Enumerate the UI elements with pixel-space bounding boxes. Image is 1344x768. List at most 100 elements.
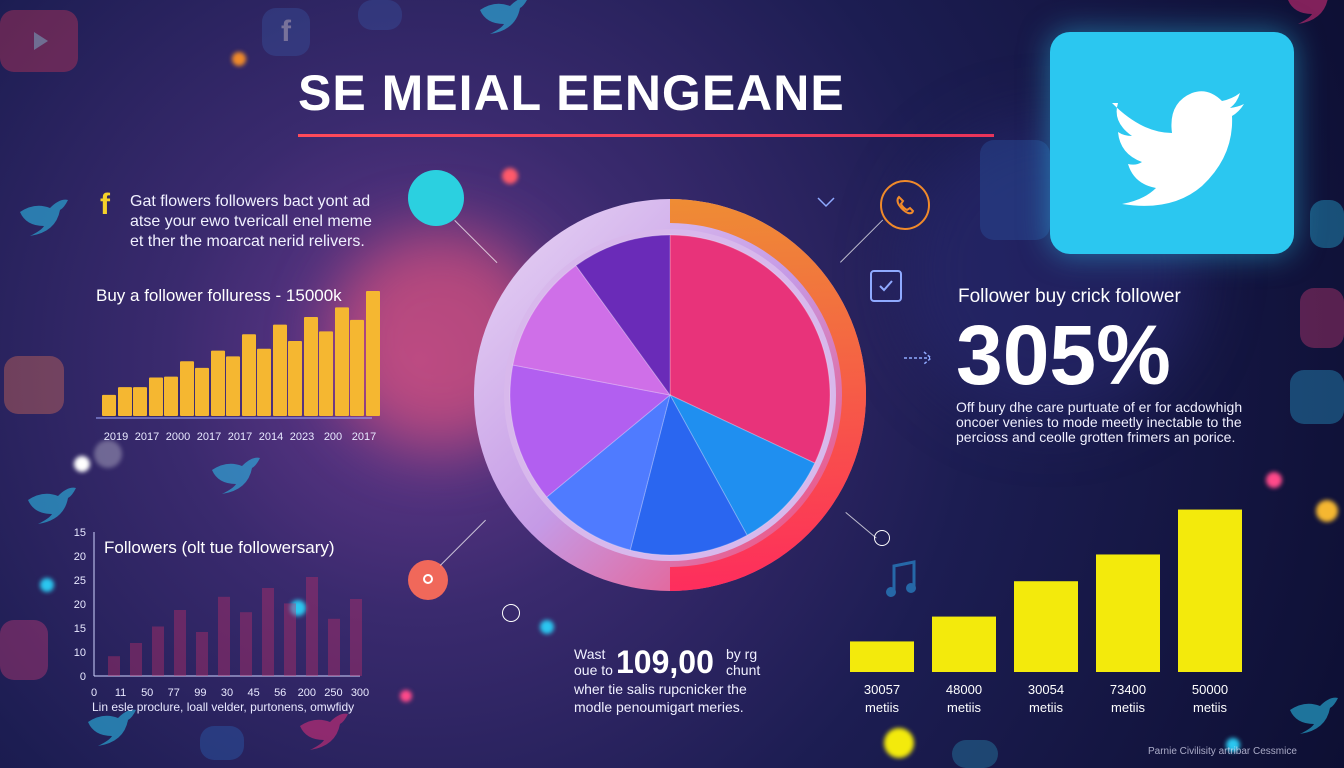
title-underline xyxy=(298,134,994,137)
pie-slice xyxy=(546,393,671,551)
y-tick-label: 10 xyxy=(74,647,86,659)
bar xyxy=(226,356,240,416)
fb-paragraph: Gat flowers followers bact yont ad atse … xyxy=(130,192,372,252)
phone-icon[interactable] xyxy=(880,180,930,230)
fb-paragraph-line: et ther the moarcat nerid relivers. xyxy=(130,233,365,250)
x-tick-label: 77 xyxy=(168,687,180,699)
x-tick-unit: metiis xyxy=(865,700,899,715)
faded-bar xyxy=(350,599,362,676)
x-tick-label: 48000 xyxy=(946,682,982,697)
faded-bar xyxy=(196,632,208,676)
x-tick-unit: metiis xyxy=(1193,700,1227,715)
faded-bar xyxy=(218,596,230,676)
x-tick-label: 2014 xyxy=(259,431,283,443)
bar xyxy=(1178,509,1242,672)
y-tick-label: 15 xyxy=(74,527,86,539)
x-tick-label: 30054 xyxy=(1028,682,1064,697)
bar xyxy=(133,387,147,416)
center-caption-line: modle penoumigart meries. xyxy=(574,699,744,715)
x-tick-label: 250 xyxy=(324,687,342,699)
faded-bar xyxy=(328,618,340,676)
stat-suffix-line: by rg xyxy=(726,646,758,662)
mail-icon xyxy=(952,740,998,768)
x-tick-label: 50 xyxy=(141,687,153,699)
decor-dot xyxy=(540,620,554,634)
chevron-down-icon xyxy=(816,196,836,215)
right-paragraph-line: Off bury dhe care purtuate of er for acd… xyxy=(956,399,1243,415)
music-icon xyxy=(884,560,920,605)
yellow-bar-chart: 30057 metiis 48000 metiis 30054 metiis 73400 me… xyxy=(850,509,1242,715)
instagram-icon xyxy=(0,620,48,680)
bar xyxy=(180,361,194,416)
facebook-icon: f xyxy=(262,8,310,56)
bar xyxy=(195,367,209,416)
fb-paragraph-line: atse your ewo tvericall enel meme xyxy=(130,213,372,230)
bar xyxy=(1096,554,1160,672)
decor-dot xyxy=(502,168,518,184)
faded-bar xyxy=(284,603,296,676)
y-tick-label: 20 xyxy=(74,551,86,563)
pie-slice xyxy=(669,234,831,464)
center-big-number: 109,00 xyxy=(616,644,714,680)
bar xyxy=(335,307,349,416)
pie-slice xyxy=(668,393,816,536)
twitter-tile[interactable] xyxy=(1050,32,1294,254)
decor-dot xyxy=(400,690,412,702)
x-tick-label: 11 xyxy=(115,687,126,699)
profile-icon xyxy=(980,140,1050,240)
decor-dot xyxy=(40,578,54,592)
bar xyxy=(242,334,256,416)
right-heading: Follower buy crick follower xyxy=(958,286,1181,307)
decor-dot xyxy=(1226,738,1240,752)
bar xyxy=(932,616,996,672)
page-title: SE MEIAL EENGEANE xyxy=(298,65,845,121)
x-tick-unit: metiis xyxy=(947,700,981,715)
faded-bar xyxy=(152,626,164,676)
fb-paragraph-line: Gat flowers followers bact yont ad xyxy=(130,193,371,210)
decor-dot xyxy=(74,456,90,472)
pie-slice xyxy=(629,393,748,556)
right-paragraph-line: oncoer venies to mode meetly inectable t… xyxy=(956,414,1242,430)
x-tick-label: 56 xyxy=(274,687,286,699)
location-icon[interactable] xyxy=(408,560,448,600)
faded-bar xyxy=(130,643,142,676)
right-paragraph-line: percioss and ceolle grotten frimers an p… xyxy=(956,429,1236,445)
decor-dot xyxy=(290,600,306,616)
x-tick-label: 2000 xyxy=(166,431,190,443)
bar xyxy=(304,316,318,416)
stat-prefix-line: Wast xyxy=(574,646,606,662)
bar xyxy=(850,641,914,672)
bar xyxy=(164,376,178,416)
engagement-pie-chart xyxy=(474,199,866,591)
stat-suffix: by rg chunt xyxy=(726,646,760,678)
followers-line-chart: 15 20 25 20 15 10 00 11 50 77 99 30 45 56 200 250 300 xyxy=(74,527,369,699)
x-tick-label: 30057 xyxy=(864,682,900,697)
y-tick-label: 20 xyxy=(74,599,86,611)
x-tick-label: 73400 xyxy=(1110,682,1146,697)
x-tick-label: 2017 xyxy=(197,431,221,443)
x-tick-label: 99 xyxy=(194,687,206,699)
x-tick-label: 2017 xyxy=(352,431,376,443)
bar xyxy=(102,394,116,416)
facebook-icon xyxy=(358,0,402,30)
bar xyxy=(366,291,380,416)
bar xyxy=(350,319,364,416)
pie-slice xyxy=(509,364,672,498)
footer-credit: Parnie Civilisity artribar Cessmice xyxy=(1148,746,1297,757)
stat-prefix: Wast oue to xyxy=(574,646,613,678)
line-chart-footer: Lin esle proclure, loall velder, purtone… xyxy=(92,700,355,714)
teal-circle-marker[interactable] xyxy=(408,170,464,226)
x-tick-label: 300 xyxy=(351,687,369,699)
x-tick-unit: metiis xyxy=(1111,700,1145,715)
small-circle-marker[interactable] xyxy=(502,604,520,622)
pie-slice xyxy=(512,264,672,396)
check-icon xyxy=(870,270,902,302)
bar xyxy=(257,348,271,416)
bar xyxy=(1014,581,1078,672)
stat-prefix-line: oue to xyxy=(574,662,613,678)
youtube-icon xyxy=(0,10,78,72)
x-tick-label: 2019 xyxy=(104,431,128,443)
instagram-icon xyxy=(1300,288,1344,348)
facebook-icon: f xyxy=(100,188,110,221)
